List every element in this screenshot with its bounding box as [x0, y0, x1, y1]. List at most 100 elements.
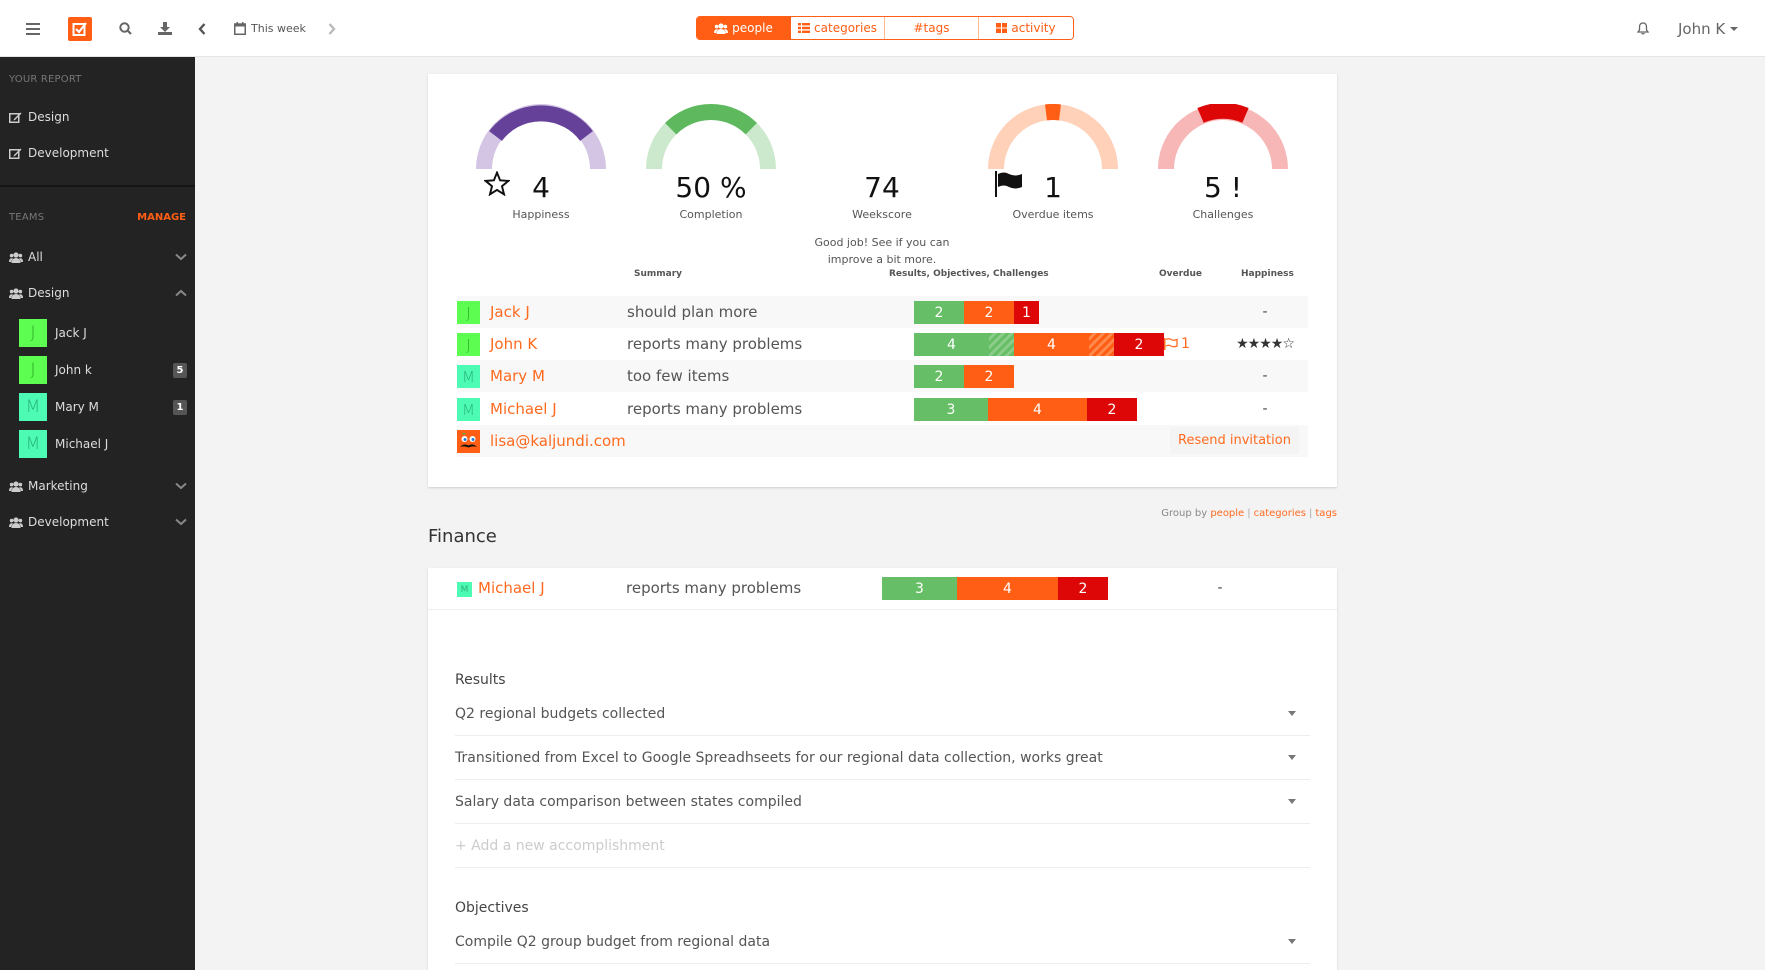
result-item[interactable]: Transitioned from Excel to Google Spread… — [455, 736, 1310, 780]
person-name[interactable]: Michael J — [490, 400, 557, 418]
sidebar-report-development[interactable]: Development — [9, 146, 187, 160]
invite-email[interactable]: lisa@kaljundi.com — [490, 432, 626, 450]
user-menu[interactable]: John K — [1678, 0, 1739, 57]
result-item[interactable]: Salary data comparison between states co… — [455, 780, 1310, 824]
results-segment: 3 — [882, 577, 957, 600]
person-name[interactable]: John K — [490, 335, 538, 353]
avatar: J — [457, 301, 480, 324]
tab-tags[interactable]: #tags — [885, 17, 979, 39]
search-button[interactable] — [119, 0, 132, 57]
avatar: M — [457, 398, 480, 421]
person-summary: reports many problems — [626, 579, 802, 597]
section-title-finance: Finance — [428, 526, 497, 547]
person-summary: reports many problems — [627, 335, 803, 353]
objectives-heading: Objectives — [455, 900, 529, 916]
results-segment: 2 — [914, 365, 964, 388]
next-week-button[interactable] — [328, 0, 336, 57]
group-by-selector: Group by people | categories | tags — [1161, 508, 1337, 519]
caret-down-icon — [1730, 26, 1739, 31]
completion-gauge: 50 % Completion — [641, 104, 781, 234]
objectives-segment: 2 — [964, 301, 1014, 324]
sidebar-team-all[interactable]: All — [9, 250, 187, 264]
roc-bar: 4 4 2 — [914, 333, 1164, 356]
person-summary: reports many problems — [627, 400, 803, 418]
happiness-value: - — [1262, 368, 1268, 384]
avatar: M — [457, 582, 472, 597]
sidebar-member-jack-j[interactable]: J Jack J — [19, 319, 187, 347]
sidebar-member-mary-m[interactable]: M Mary M 1 — [19, 393, 187, 421]
gauge-arc — [988, 104, 1118, 170]
tab-activity[interactable]: activity — [979, 17, 1073, 39]
chevron-left-icon — [198, 22, 206, 35]
sidebar-report-design[interactable]: Design — [9, 110, 187, 124]
tab-categories[interactable]: categories — [791, 17, 885, 39]
top-bar: This week people categories #tags activi… — [0, 0, 1765, 57]
person-name[interactable]: Michael J — [478, 579, 545, 597]
list-icon — [798, 23, 811, 33]
sidebar-team-marketing[interactable]: Marketing — [9, 479, 187, 493]
finance-card: M Michael J reports many problems 3 4 2 … — [428, 568, 1337, 970]
users-icon — [9, 480, 23, 492]
challenges-gauge: 5 ! Challenges — [1153, 104, 1293, 234]
column-overdue: Overdue — [1159, 269, 1203, 279]
happiness-gauge: 4 Happiness — [471, 104, 611, 234]
table-row[interactable]: J John K reports many problems 4 4 2 1 ★… — [457, 328, 1308, 360]
weekscore: 74 Weekscore Good job! See if you can im… — [812, 104, 952, 266]
add-accomplishment-input[interactable]: + Add a new accomplishment — [455, 824, 1310, 868]
avatar: J — [19, 356, 47, 384]
group-by-categories-link[interactable]: categories — [1253, 508, 1307, 519]
person-summary: too few items — [627, 367, 730, 385]
sidebar-member-john-k[interactable]: J John k 5 — [19, 356, 187, 384]
avatar: M — [19, 393, 47, 421]
table-row[interactable]: M Michael J reports many problems 3 4 2 … — [428, 568, 1337, 610]
resend-invitation-button[interactable]: Resend invitation — [1170, 427, 1299, 454]
notifications-button[interactable] — [1637, 0, 1649, 57]
tab-people[interactable]: people — [697, 17, 791, 39]
challenges-segment: 2 — [1114, 333, 1164, 356]
flag-icon — [995, 171, 1022, 197]
overdue-value: 1 — [1044, 171, 1062, 204]
table-row[interactable]: M Michael J reports many problems 3 4 2 … — [457, 393, 1308, 425]
teams-heading: TEAMS — [9, 212, 45, 223]
view-tabs: people categories #tags activity — [696, 16, 1074, 40]
chevron-up-icon — [175, 289, 187, 297]
dropdown-caret-icon[interactable] — [1288, 939, 1296, 944]
count-badge: 1 — [173, 399, 187, 415]
avatar: M — [19, 430, 47, 458]
table-row[interactable]: J Jack J should plan more 2 2 1 - — [457, 296, 1308, 328]
table-row[interactable]: M Mary M too few items 2 2 - — [457, 360, 1308, 392]
mustache-avatar-icon — [457, 430, 480, 453]
star-outline-icon — [484, 171, 510, 196]
user-name: John K — [1678, 19, 1726, 38]
dropdown-caret-icon[interactable] — [1288, 711, 1296, 716]
download-icon — [158, 22, 172, 35]
result-item[interactable]: Q2 regional budgets collected — [455, 692, 1310, 736]
sidebar-team-development[interactable]: Development — [9, 515, 187, 529]
person-name[interactable]: Jack J — [490, 303, 530, 321]
objective-item[interactable]: Compile Q2 group budget from regional da… — [455, 920, 1310, 964]
manage-teams-link[interactable]: MANAGE — [137, 212, 186, 223]
menu-button[interactable] — [26, 0, 42, 57]
gauge-arc — [476, 104, 606, 170]
challenges-segment: 2 — [1087, 398, 1137, 421]
group-by-people-link[interactable]: people — [1210, 508, 1245, 519]
sidebar-team-design[interactable]: Design — [9, 286, 187, 300]
app-logo[interactable] — [68, 17, 92, 41]
calendar-icon — [234, 22, 246, 35]
download-button[interactable] — [158, 0, 172, 57]
dropdown-caret-icon[interactable] — [1288, 799, 1296, 804]
group-by-tags-link[interactable]: tags — [1315, 508, 1337, 519]
results-segment: 2 — [914, 301, 964, 324]
column-happiness: Happiness — [1241, 269, 1294, 279]
checkbox-logo-icon — [72, 22, 87, 36]
week-selector[interactable]: This week — [234, 0, 306, 57]
person-name[interactable]: Mary M — [490, 367, 545, 385]
sidebar-divider — [0, 185, 195, 187]
previous-week-button[interactable] — [198, 0, 206, 57]
results-overdue-segment — [989, 333, 1014, 356]
dropdown-caret-icon[interactable] — [1288, 755, 1296, 760]
sidebar-member-michael-j[interactable]: M Michael J — [19, 430, 187, 458]
invite-row: lisa@kaljundi.com Resend invitation — [457, 425, 1308, 457]
results-segment: 3 — [914, 398, 988, 421]
column-summary: Summary — [634, 269, 683, 279]
